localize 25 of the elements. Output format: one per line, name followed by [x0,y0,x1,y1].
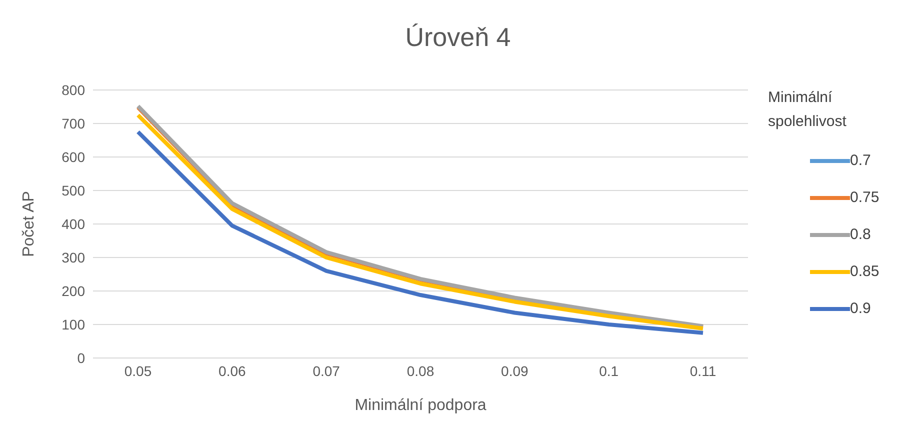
x-tick-label: 0.11 [690,362,716,379]
legend-label: 0.8 [850,226,871,243]
y-tick-label: 500 [62,182,86,198]
legend-label: 0.9 [850,300,871,317]
chart-title: Úroveň 4 [404,22,512,53]
legend-label: 0.75 [850,189,880,206]
x-tick-label: 0.08 [406,362,434,379]
y-tick-label: 600 [62,148,86,165]
x-tick-label: 0.06 [218,362,246,379]
x-tick-label: 0.07 [312,362,340,379]
y-tick-label: 100 [62,316,86,332]
y-tick-label: 300 [62,249,86,266]
x-axis-title: Minimální podpora [354,397,486,414]
legend-label: 0.85 [850,263,880,280]
legend-label: 0.7 [850,152,871,169]
legend-title: Minimální spolehlivost [768,88,848,132]
y-tick-label: 200 [62,282,86,299]
y-tick-label: 0 [77,350,86,366]
x-tick-label: 0.09 [501,362,529,379]
y-tick-label: 400 [62,216,86,232]
y-tick-label: 700 [62,115,86,132]
x-tick-label: 0.1 [599,362,619,379]
y-axis-title: Počet AP [20,191,38,257]
y-tick-label: 800 [62,82,86,98]
x-tick-label: 0.05 [124,362,152,379]
